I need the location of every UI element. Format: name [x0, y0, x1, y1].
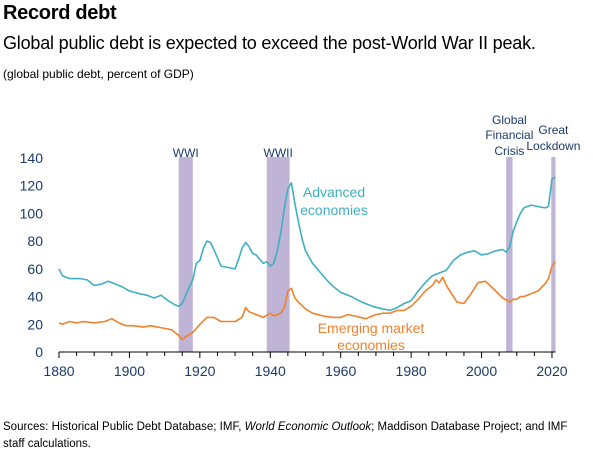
event-label: Great Lockdown: [526, 123, 580, 153]
source-prefix: Sources: Historical Public Debt Database…: [3, 421, 245, 433]
event-shade: [506, 157, 513, 352]
y-tick-label: 20: [27, 316, 43, 332]
x-tick-label: 1980: [396, 363, 427, 379]
emerging-economies-label: Emerging market economies: [318, 320, 425, 353]
event-label: WWI: [173, 146, 199, 160]
event-label: WWII: [264, 146, 293, 160]
x-tick-label: 1880: [43, 363, 74, 379]
event-shade: [178, 157, 193, 352]
y-tick-label: 100: [20, 205, 44, 221]
advanced-economies-line: [58, 176, 556, 312]
source-note: Sources: Historical Public Debt Database…: [3, 419, 591, 453]
y-tick-label: 40: [27, 289, 43, 305]
y-tick-label: 80: [27, 233, 43, 249]
x-tick-label: 1900: [114, 363, 145, 379]
source-italic: World Economic Outlook: [244, 421, 372, 433]
chart-subtitle: Global public debt is expected to exceed…: [3, 33, 536, 53]
y-tick-label: 140: [20, 150, 44, 166]
x-tick-label: 1920: [184, 363, 215, 379]
x-tick-label: 2020: [536, 363, 567, 379]
emerging-economies-line: [58, 261, 557, 341]
x-tick-label: 1960: [325, 363, 356, 379]
advanced-economies-label: Advanced economies: [300, 184, 368, 218]
x-tick-label: 1940: [255, 363, 286, 379]
source-suffix: ; Maddison Database Project; and IMF sta…: [3, 421, 568, 450]
y-tick-label: 0: [35, 344, 43, 360]
chart-title: Record debt: [3, 2, 117, 24]
y-tick-label: 60: [27, 261, 43, 277]
event-shade: [266, 157, 290, 352]
x-tick-label: 2000: [466, 363, 497, 379]
y-tick-label: 120: [20, 178, 44, 194]
event-label: Global Financial Crisis: [485, 113, 533, 158]
units-note: (global public debt, percent of GDP): [3, 67, 194, 81]
event-shade: [551, 157, 556, 352]
